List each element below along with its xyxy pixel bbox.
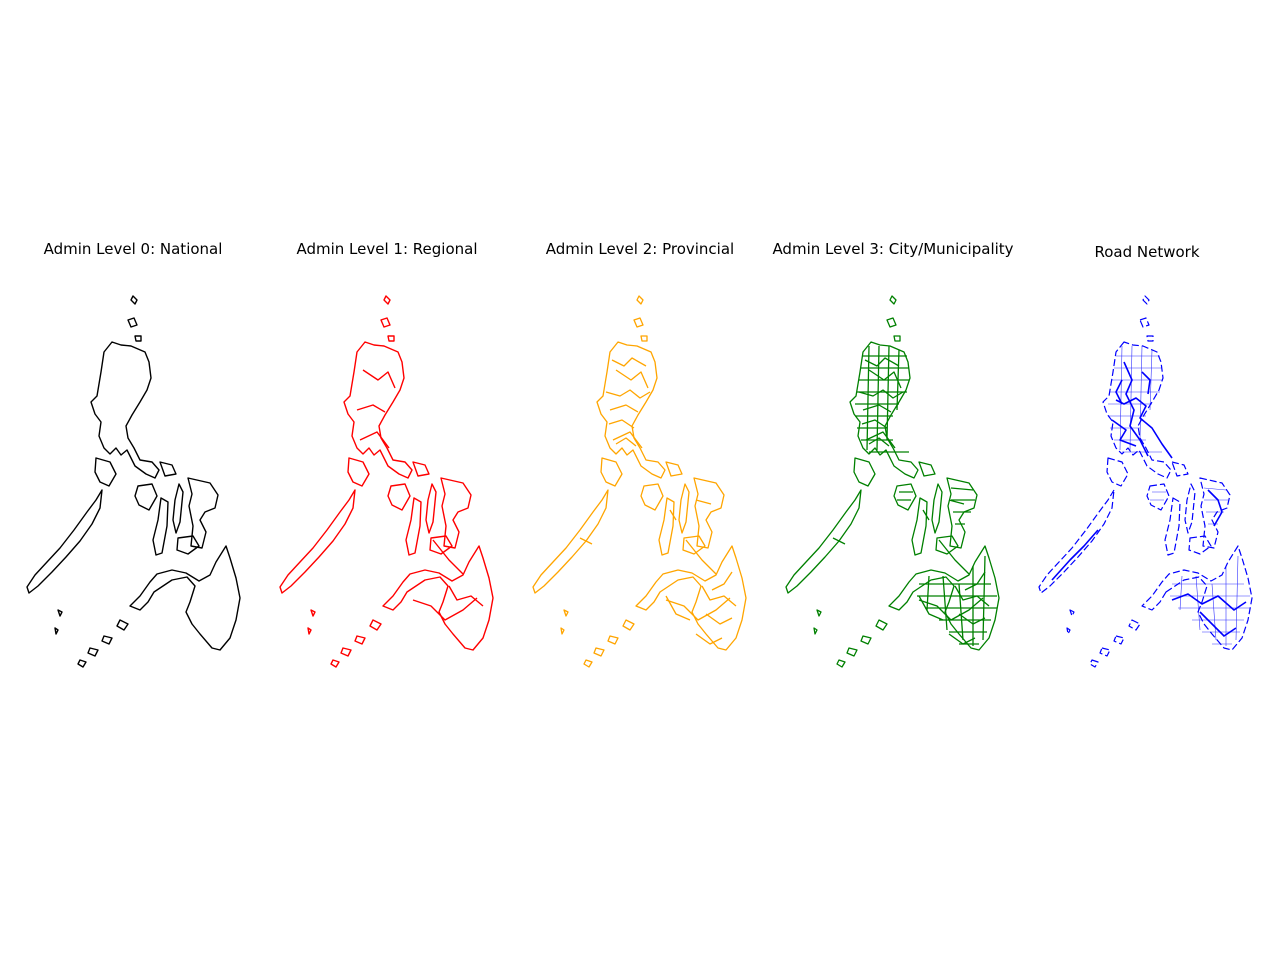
map-provincial bbox=[532, 295, 747, 668]
panel-title-road-network: Road Network bbox=[1094, 243, 1200, 261]
map-road-network bbox=[1038, 295, 1253, 668]
panel-title-regional: Admin Level 1: Regional bbox=[296, 240, 478, 258]
panel-title-provincial: Admin Level 2: Provincial bbox=[545, 240, 735, 258]
panel-title-municipality: Admin Level 3: City/Municipality bbox=[772, 240, 1014, 258]
map-regional bbox=[279, 295, 494, 668]
map-national bbox=[26, 295, 241, 668]
map-municipality bbox=[785, 295, 1000, 668]
panel-title-national: Admin Level 0: National bbox=[43, 240, 223, 258]
